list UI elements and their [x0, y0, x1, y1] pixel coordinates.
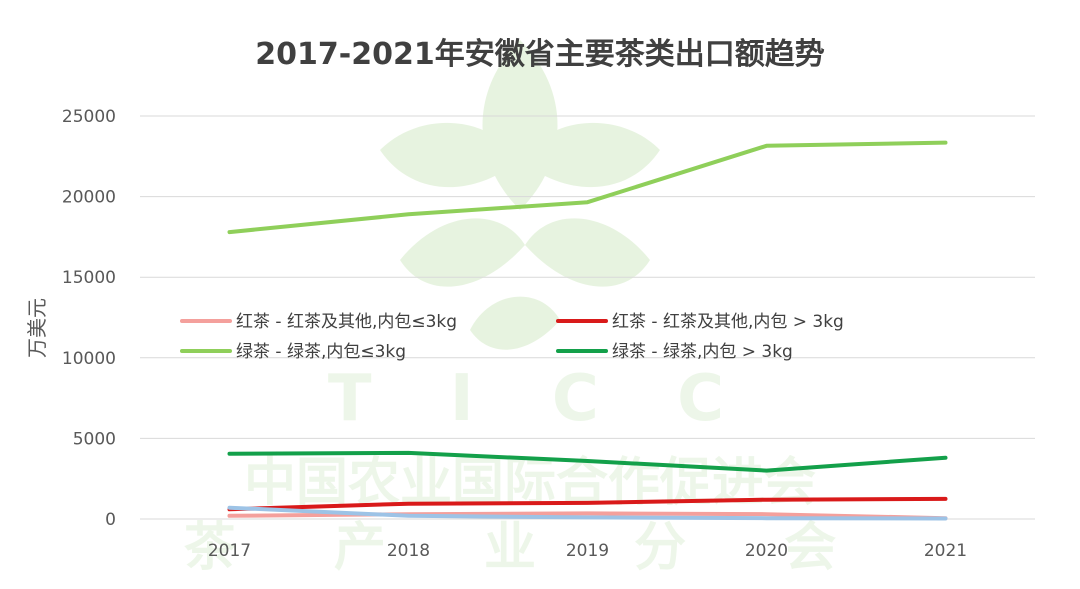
y-tick-label: 25000 — [62, 107, 116, 127]
legend-label-1: 红茶 - 红茶及其他,内包 > 3kg — [612, 312, 844, 332]
y-tick-label: 10000 — [62, 349, 116, 369]
y-tick-label: 0 — [105, 510, 116, 530]
legend: 红茶 - 红茶及其他,内包≤3kg 红茶 - 红茶及其他,内包 > 3kg 绿茶… — [180, 312, 844, 362]
x-tick-label: 2018 — [387, 541, 430, 561]
chart-title: 2017-2021年安徽省主要茶类出口额趋势 — [255, 37, 824, 72]
leaf-logo-icon — [380, 40, 660, 350]
y-axis-label: 万美元 — [25, 298, 49, 358]
watermark-logo: T I C C 中国农业国际合作促进会 茶 产 业 分 会 — [184, 40, 876, 578]
x-tick-label: 2020 — [745, 541, 788, 561]
series-line-2 — [227, 140, 948, 235]
watermark-letters: T I C C — [328, 362, 752, 436]
series-lines — [227, 140, 948, 521]
x-tick-label: 2017 — [208, 541, 251, 561]
series-line-3 — [227, 450, 948, 473]
y-tick-labels: 0 5000 10000 15000 20000 25000 — [62, 107, 116, 530]
watermark-branch: 茶 产 业 分 会 — [184, 518, 876, 578]
series-line-1 — [227, 496, 948, 512]
series-line-4 — [227, 505, 948, 521]
x-tick-labels: 2017 2018 2019 2020 2021 — [208, 541, 967, 561]
y-tick-label: 15000 — [62, 268, 116, 288]
legend-label-0: 红茶 - 红茶及其他,内包≤3kg — [236, 312, 457, 332]
x-tick-label: 2021 — [924, 541, 967, 561]
legend-label-3: 绿茶 - 绿茶,内包 > 3kg — [612, 342, 793, 362]
legend-label-2: 绿茶 - 绿茶,内包≤3kg — [236, 342, 406, 362]
y-tick-label: 5000 — [73, 429, 116, 449]
y-tick-label: 20000 — [62, 188, 116, 208]
x-tick-label: 2019 — [566, 541, 609, 561]
